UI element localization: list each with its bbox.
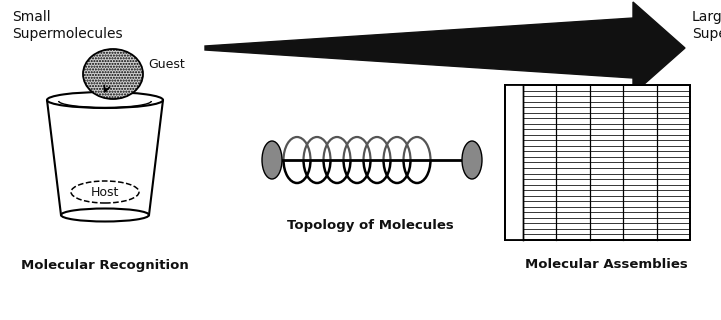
Text: Guest: Guest: [148, 58, 185, 70]
Ellipse shape: [83, 49, 143, 99]
Polygon shape: [205, 2, 685, 94]
Ellipse shape: [462, 141, 482, 179]
Bar: [505, 85, 690, 240]
Text: Molecular Recognition: Molecular Recognition: [21, 259, 189, 271]
Bar: [505, 85, 690, 240]
Text: Topology of Molecules: Topology of Molecules: [287, 219, 454, 231]
Text: Host: Host: [91, 186, 119, 198]
Text: Large
Supermolecules: Large Supermolecules: [692, 10, 721, 41]
Ellipse shape: [61, 209, 149, 221]
Bar: [505, 85, 523, 240]
Text: Small
Supermolecules: Small Supermolecules: [12, 10, 123, 41]
Ellipse shape: [262, 141, 282, 179]
Text: Molecular Assemblies: Molecular Assemblies: [525, 259, 688, 271]
Ellipse shape: [47, 92, 163, 108]
